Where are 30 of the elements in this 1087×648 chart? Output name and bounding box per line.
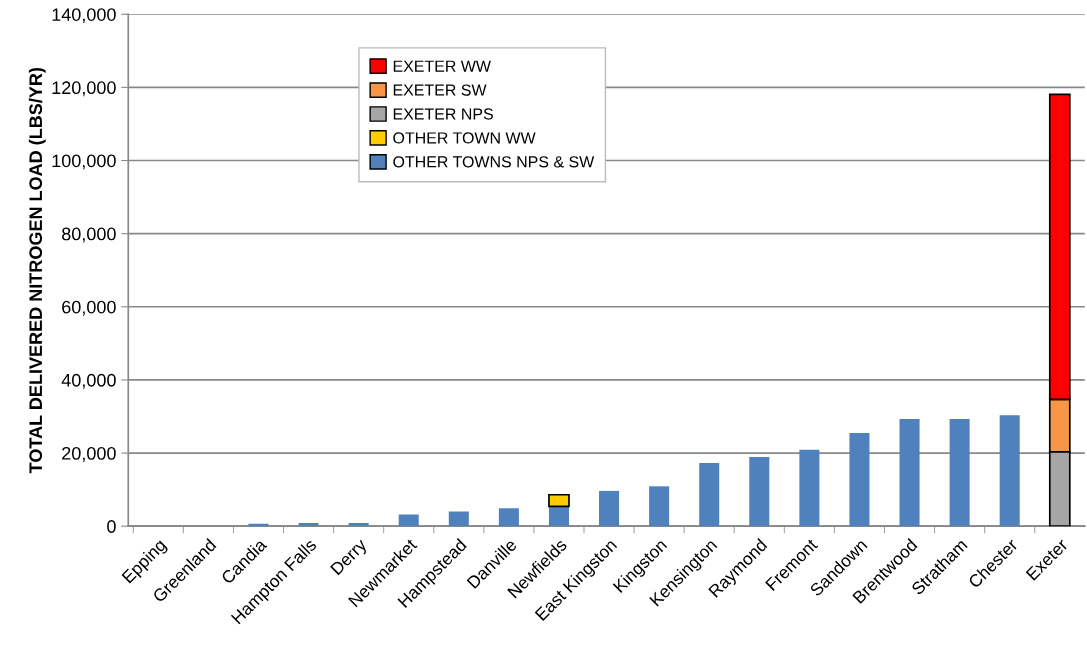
bar xyxy=(699,462,720,527)
bar xyxy=(799,449,820,527)
y-tick-label: 20,000 xyxy=(62,446,116,462)
bar xyxy=(899,419,920,527)
y-tick-label: 120,000 xyxy=(52,81,116,97)
legend-label: OTHER TOWNS NPS & SW xyxy=(393,156,595,168)
bar xyxy=(548,506,569,527)
bar xyxy=(649,486,670,527)
y-tick-label: 100,000 xyxy=(52,154,116,170)
bar xyxy=(949,419,970,527)
bar xyxy=(398,514,419,527)
bar xyxy=(298,522,319,527)
y-tick-label: 60,000 xyxy=(62,300,116,316)
y-tick-label: 0 xyxy=(107,520,116,533)
legend-label: EXETER NPS xyxy=(393,108,493,120)
bar xyxy=(548,493,570,508)
bar xyxy=(849,433,870,527)
bar xyxy=(999,415,1020,527)
legend-label: EXETER WW xyxy=(393,60,491,72)
legend-label: EXETER SW xyxy=(393,84,487,96)
bar xyxy=(599,490,620,527)
y-tick-label: 140,000 xyxy=(52,8,116,24)
bar xyxy=(448,511,469,527)
bar xyxy=(348,522,369,527)
y-tick-label: 40,000 xyxy=(61,373,116,389)
y-tick-label: 80,000 xyxy=(62,227,116,243)
legend-label: OTHER TOWN WW xyxy=(393,132,536,144)
bar xyxy=(498,508,519,527)
bar xyxy=(749,457,770,527)
y-axis-title: TOTAL DELIVERED NITROGEN LOAD (LBS/YR) xyxy=(28,67,46,474)
